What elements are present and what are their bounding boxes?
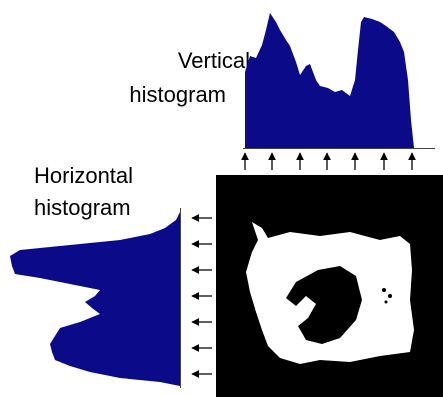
vertical-label-2: histogram	[129, 82, 226, 107]
horizontal-label-1: Horizontal	[34, 163, 133, 188]
binary-image	[216, 175, 443, 397]
vertical-histogram	[243, 13, 435, 149]
vertical-label-1: Vertical	[178, 48, 250, 73]
figure: Vertical histogram Horizontal histogram	[0, 0, 443, 397]
vertical-arrows	[245, 153, 412, 170]
horizontal-histogram	[10, 208, 181, 388]
horizontal-label-2: histogram	[34, 195, 131, 220]
horizontal-arrows	[192, 218, 212, 374]
